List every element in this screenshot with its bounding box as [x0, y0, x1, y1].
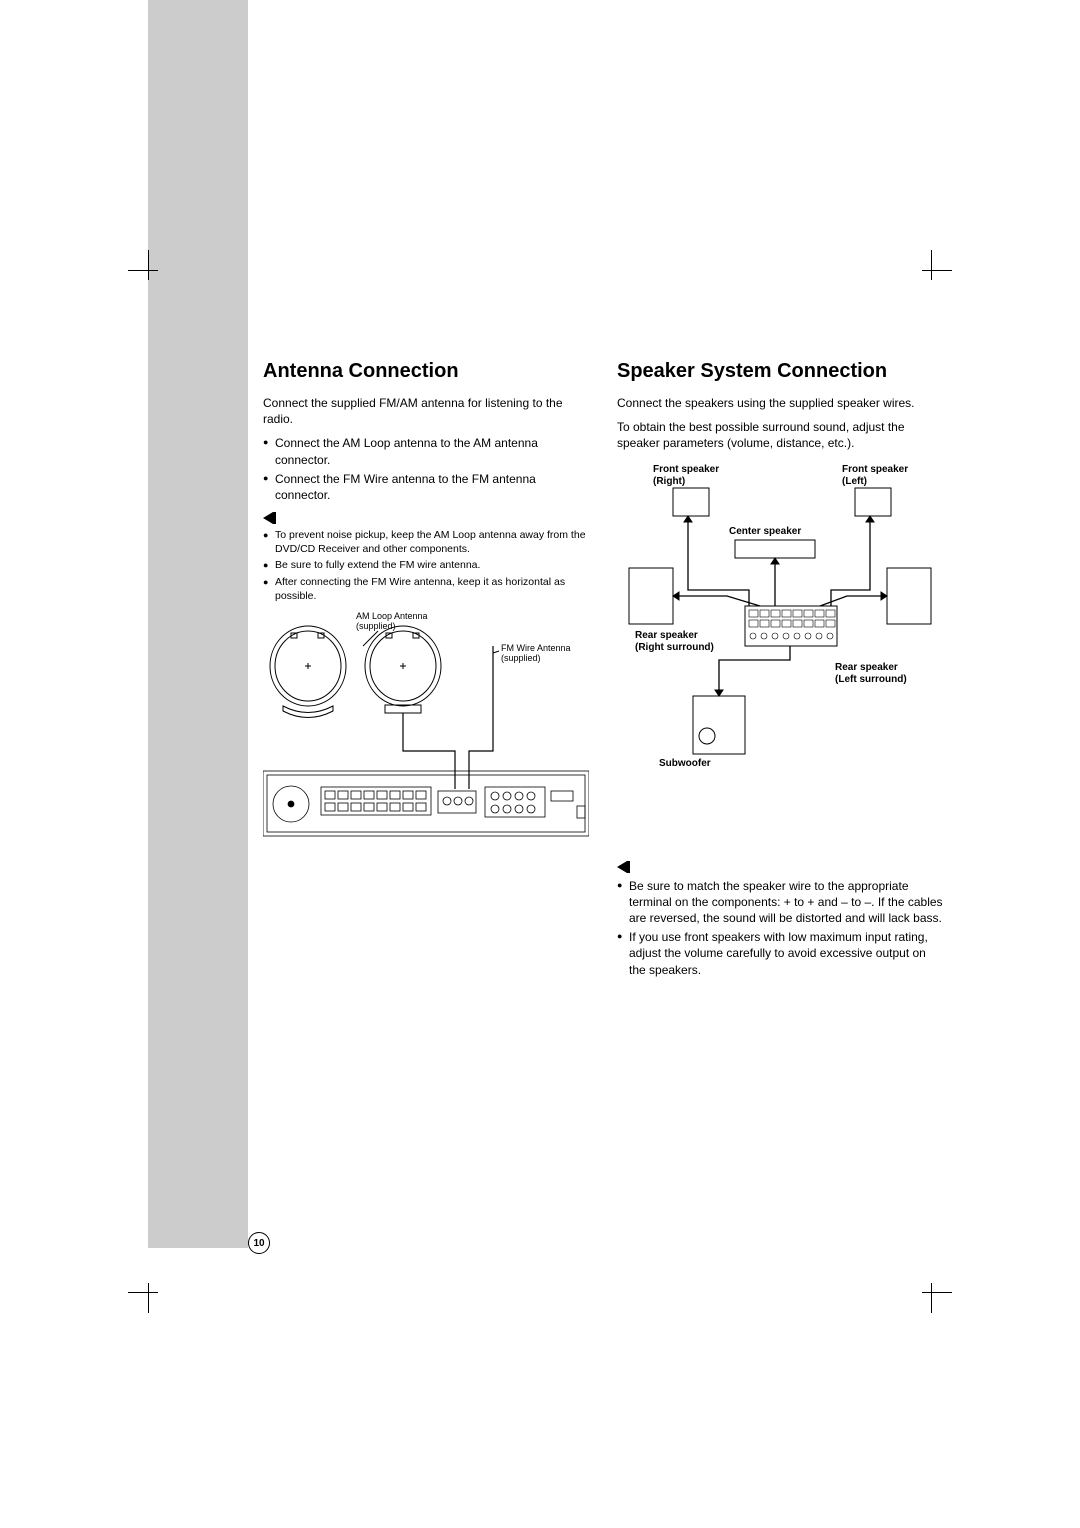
list-item: Be sure to match the speaker wire to the…	[617, 878, 943, 927]
speaker-diagram: Front speaker (Right) Front speaker (Lef…	[617, 460, 943, 860]
page-content: Antenna Connection Connect the supplied …	[263, 360, 943, 986]
speaker-p1: Connect the speakers using the supplied …	[617, 395, 943, 411]
svg-text:(Right): (Right)	[653, 476, 685, 487]
antenna-notes: To prevent noise pickup, keep the AM Loo…	[263, 529, 589, 603]
list-item: After connecting the FM Wire antenna, ke…	[263, 576, 589, 603]
page-number: 10	[248, 1232, 270, 1254]
antenna-diagram: AM Loop Antenna (supplied) FM Wire Anten…	[263, 611, 589, 841]
sidebar-gray-band	[148, 0, 248, 1248]
left-column: Antenna Connection Connect the supplied …	[263, 360, 589, 986]
cropmark-top-left	[128, 250, 158, 280]
svg-text:Center speaker: Center speaker	[729, 526, 801, 537]
fm-wire-label: FM Wire Antenna	[501, 643, 571, 653]
list-item: If you use front speakers with low maxim…	[617, 929, 943, 978]
cropmark-top-right	[922, 250, 952, 280]
right-column: Speaker System Connection Connect the sp…	[617, 360, 943, 986]
antenna-bullets: Connect the AM Loop antenna to the AM an…	[263, 435, 589, 503]
svg-text:(Right surround): (Right surround)	[635, 642, 714, 653]
svg-text:(supplied): (supplied)	[501, 653, 541, 663]
speaker-heading: Speaker System Connection	[617, 360, 943, 383]
svg-text:(Left surround): (Left surround)	[835, 674, 907, 685]
am-loop-label: AM Loop Antenna	[356, 611, 428, 621]
antenna-heading: Antenna Connection	[263, 360, 589, 383]
speaker-notes: Be sure to match the speaker wire to the…	[617, 878, 943, 978]
page-number-text: 10	[253, 1238, 264, 1249]
list-item: Be sure to fully extend the FM wire ante…	[263, 559, 589, 573]
svg-text:Subwoofer: Subwoofer	[659, 758, 711, 769]
svg-text:(Left): (Left)	[842, 476, 867, 487]
svg-text:(supplied): (supplied)	[356, 621, 396, 631]
cropmark-bottom-left	[128, 1283, 158, 1313]
svg-text:Rear speaker: Rear speaker	[835, 662, 898, 673]
list-item: To prevent noise pickup, keep the AM Loo…	[263, 529, 589, 556]
speaker-p2: To obtain the best possible surround sou…	[617, 419, 943, 451]
list-item: Connect the FM Wire antenna to the FM an…	[263, 471, 589, 503]
svg-text:Front speaker: Front speaker	[842, 464, 908, 475]
cropmark-bottom-right	[922, 1283, 952, 1313]
antenna-intro: Connect the supplied FM/AM antenna for l…	[263, 395, 589, 427]
list-item: Connect the AM Loop antenna to the AM an…	[263, 435, 589, 467]
svg-text:Front speaker: Front speaker	[653, 464, 719, 475]
notes-icon	[617, 861, 637, 873]
svg-text:Rear speaker: Rear speaker	[635, 630, 698, 641]
notes-icon	[263, 512, 283, 524]
